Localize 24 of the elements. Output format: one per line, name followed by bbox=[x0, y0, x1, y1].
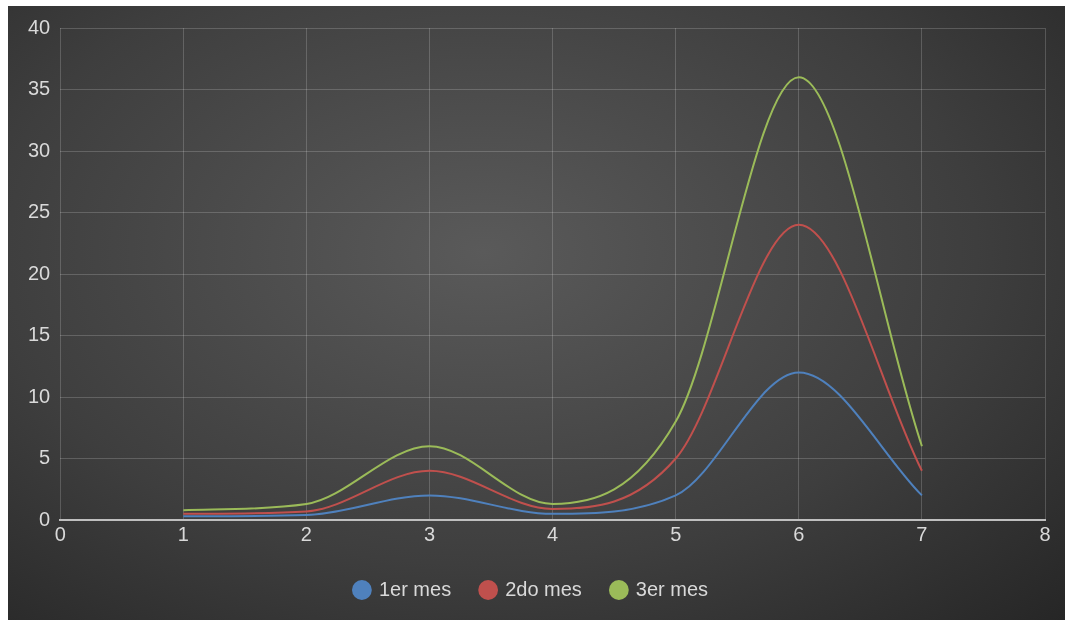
legend-label: 3er mes bbox=[635, 577, 709, 600]
x-tick-label: 8 bbox=[1039, 522, 1051, 545]
y-tick-label: 0 bbox=[39, 507, 51, 530]
y-tick-label: 5 bbox=[39, 446, 51, 469]
y-tick-label: 15 bbox=[28, 323, 51, 346]
x-tick-label: 5 bbox=[670, 522, 682, 545]
legend-label: 1er mes bbox=[378, 577, 452, 600]
legend-label: 2do mes bbox=[505, 577, 582, 600]
y-tick-label: 25 bbox=[28, 200, 51, 223]
x-tick-label: 4 bbox=[547, 522, 559, 545]
x-tick-label: 0 bbox=[54, 522, 66, 545]
y-tick-label: 35 bbox=[28, 77, 51, 100]
line-series bbox=[182, 76, 923, 512]
line-series bbox=[182, 223, 923, 515]
x-tick-label: 1 bbox=[177, 522, 189, 545]
x-tick-label: 3 bbox=[423, 522, 436, 545]
y-tick-label: 10 bbox=[28, 384, 51, 407]
line-series bbox=[182, 371, 923, 518]
y-tick-label: 40 bbox=[28, 15, 51, 38]
x-tick-label: 2 bbox=[300, 522, 312, 545]
y-tick-label: 30 bbox=[28, 138, 51, 161]
y-tick-label: 20 bbox=[28, 261, 51, 284]
x-tick-label: 7 bbox=[916, 522, 928, 545]
x-tick-label: 6 bbox=[793, 522, 805, 545]
